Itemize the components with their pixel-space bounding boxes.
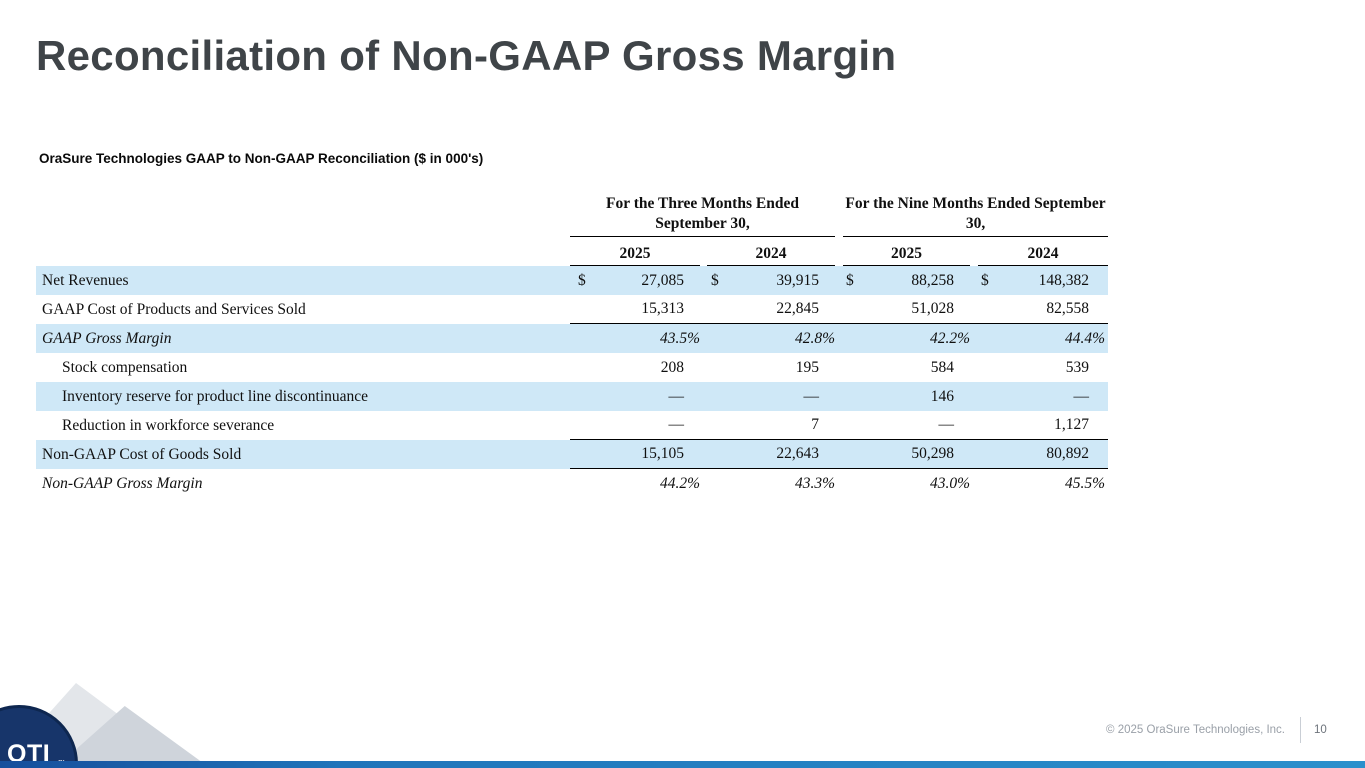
row-value-three-months-2024: 22,845	[703, 295, 838, 324]
row-label: Net Revenues	[42, 271, 129, 289]
row-value-three-months-2024: $39,915	[711, 271, 819, 289]
table-row: Non-GAAP Gross Margin 44.2% 43.3% 43.0% …	[36, 469, 1108, 498]
row-value-three-months-2025: 15,105	[570, 440, 703, 469]
row-value-nine-months-2024: 82,558	[973, 295, 1108, 324]
corner-decoration: OTI ™	[0, 638, 220, 768]
currency-symbol: $	[578, 271, 586, 289]
row-value-nine-months-2025: $88,258	[846, 271, 954, 289]
row-value-nine-months-2025: 584	[930, 358, 954, 376]
row-value-nine-months-2024: 45.5%	[1064, 474, 1105, 492]
row-value-three-months-2024: —	[803, 387, 820, 405]
row-value-nine-months-2024: —	[1073, 387, 1090, 405]
year-header-2024-q3: 2024	[707, 245, 835, 266]
row-value-three-months-2025: 44.2%	[659, 474, 700, 492]
table-row: Net Revenues $27,085 $39,915 $88,258 $14…	[36, 266, 1108, 295]
footer-divider	[1300, 717, 1301, 743]
table-caption: OraSure Technologies GAAP to Non-GAAP Re…	[39, 151, 484, 166]
row-value-nine-months-2025: 50,298	[838, 440, 973, 469]
table-body: Net Revenues $27,085 $39,915 $88,258 $14…	[36, 266, 1108, 498]
row-value-nine-months-2025: 146	[930, 387, 954, 405]
row-value-three-months-2025: —	[668, 387, 685, 405]
currency-symbol: $	[846, 271, 854, 289]
row-value-nine-months-2024: 539	[1065, 358, 1089, 376]
row-value-three-months-2024: 22,643	[703, 440, 838, 469]
row-value-three-months-2024: 7	[703, 411, 838, 440]
currency-symbol: $	[981, 271, 989, 289]
row-value-three-months-2025: 15,313	[570, 295, 703, 324]
row-label: Reduction in workforce severance	[62, 416, 275, 434]
row-label: GAAP Cost of Products and Services Sold	[42, 300, 306, 318]
row-value-three-months-2025: 208	[660, 358, 684, 376]
row-value-three-months-2024: 42.8%	[794, 329, 835, 347]
row-value-three-months-2025: —	[570, 411, 703, 440]
footer-copyright: © 2025 OraSure Technologies, Inc.	[1106, 724, 1285, 736]
row-label: GAAP Gross Margin	[42, 329, 172, 347]
col-group-three-months: For the Three Months Ended September 30,	[570, 194, 835, 237]
row-value-nine-months-2025: 43.0%	[929, 474, 970, 492]
col-group-nine-months: For the Nine Months Ended September 30,	[843, 194, 1108, 237]
footer-page-number: 10	[1314, 724, 1327, 736]
row-value-nine-months-2025: 42.2%	[929, 329, 970, 347]
table-row: GAAP Gross Margin 43.5% 42.8% 42.2% 44.4…	[36, 324, 1108, 353]
year-header-2024-ytd: 2024	[978, 245, 1108, 266]
row-value-three-months-2024: 43.3%	[794, 474, 835, 492]
row-label: Non-GAAP Gross Margin	[42, 474, 203, 492]
table-row: Stock compensation 208 195 584 539	[36, 353, 1108, 382]
row-value-nine-months-2024: 1,127	[973, 411, 1108, 440]
row-value-three-months-2024: 195	[795, 358, 819, 376]
table-row: GAAP Cost of Products and Services Sold …	[36, 295, 1108, 324]
row-value-nine-months-2025: —	[838, 411, 973, 440]
row-value-nine-months-2024: 44.4%	[1064, 329, 1105, 347]
table-header-years: 2025 2024 2025 2024	[36, 237, 1108, 266]
row-label: Non-GAAP Cost of Goods Sold	[42, 445, 242, 463]
row-value-nine-months-2024: $148,382	[981, 271, 1089, 289]
table-row: Non-GAAP Cost of Goods Sold 15,105 22,64…	[36, 440, 1108, 469]
page-title: Reconciliation of Non-GAAP Gross Margin	[36, 32, 897, 79]
currency-symbol: $	[711, 271, 719, 289]
table-row: Inventory reserve for product line disco…	[36, 382, 1108, 411]
row-value-three-months-2025: $27,085	[578, 271, 684, 289]
row-value-nine-months-2024: 80,892	[973, 440, 1108, 469]
bottom-accent-bar	[0, 761, 1365, 768]
row-value-nine-months-2025: 51,028	[838, 295, 973, 324]
reconciliation-table: For the Three Months Ended September 30,…	[36, 190, 1108, 498]
year-header-2025-ytd: 2025	[843, 245, 970, 266]
row-label: Inventory reserve for product line disco…	[62, 387, 369, 405]
year-header-2025-q3: 2025	[570, 245, 700, 266]
row-label: Stock compensation	[62, 358, 188, 376]
table-header-groups: For the Three Months Ended September 30,…	[36, 190, 1108, 237]
table-row: Reduction in workforce severance — 7 — 1…	[36, 411, 1108, 440]
row-value-three-months-2025: 43.5%	[659, 329, 700, 347]
